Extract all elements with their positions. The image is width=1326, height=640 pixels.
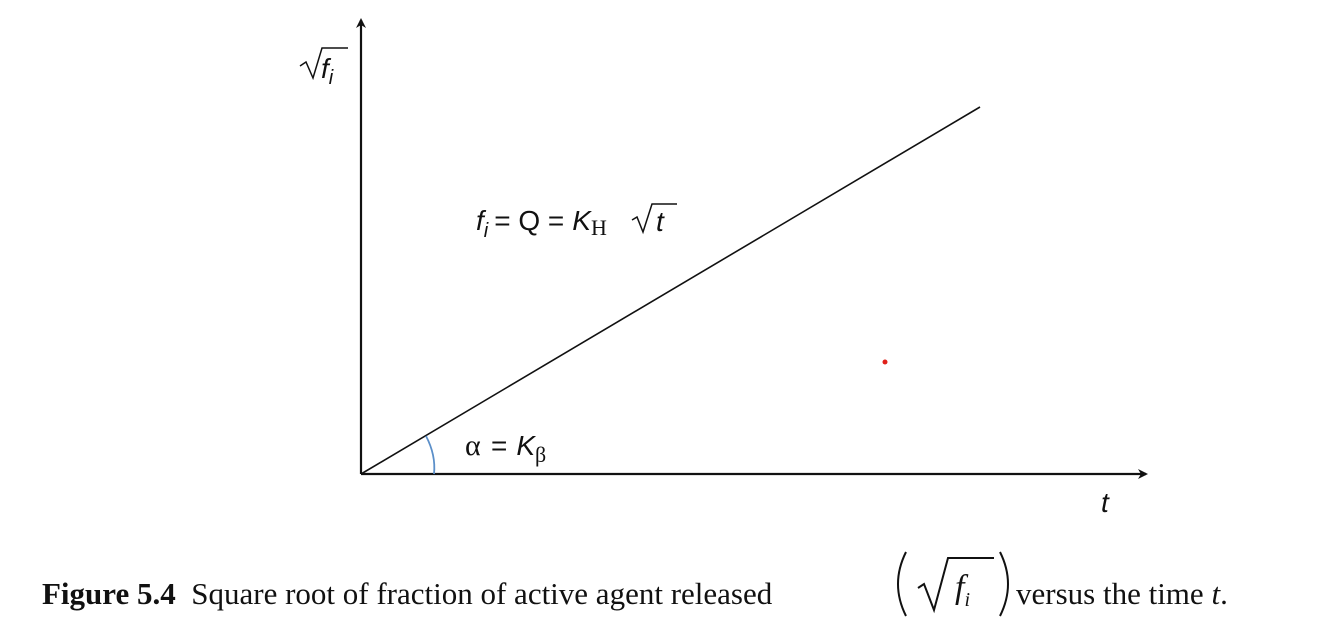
caption-text-after: versus the time: [1016, 576, 1204, 611]
svg-text:fi= Q =KH: fi = Q = KH: [476, 205, 607, 242]
sqrt-sign-icon: [299, 47, 348, 81]
y-label-symbol: f: [321, 53, 332, 84]
eq-f: f: [476, 205, 487, 236]
equation-annotation: fi = Q = KH t: [476, 203, 677, 242]
eq-k-sub: H: [591, 215, 607, 240]
caption-text-before: Square root of fraction of active agent …: [191, 576, 773, 611]
eq-k: K: [572, 205, 592, 236]
caption-period: .: [1220, 576, 1228, 611]
eq-equals-q: = Q =: [494, 205, 564, 236]
caption-text-after-var: t: [1211, 576, 1221, 611]
x-axis-label: t: [1101, 487, 1110, 518]
caption-figure-number: Figure 5.4: [42, 576, 176, 611]
y-axis-label: fi: [299, 47, 348, 89]
caption-right-paren: [999, 551, 1009, 617]
svg-text:=Kβ: = Kβ: [491, 430, 546, 467]
figure-caption: Figure 5.4 Square root of fraction of ac…: [42, 548, 1312, 620]
caption-sqrt-sign-icon: [917, 557, 994, 614]
eq-radicand: t: [656, 206, 665, 237]
eq-sqrt-sign-icon: [631, 203, 677, 235]
y-label-sub: i: [329, 67, 334, 89]
angle-eq: =: [491, 430, 507, 461]
angle-arc: [425, 435, 436, 475]
angle-k-sub: β: [535, 442, 546, 467]
eq-f-sub: i: [484, 220, 489, 242]
caption-math: fi: [897, 551, 1009, 617]
marker-dot: [882, 359, 888, 365]
svg-text:fi: fi: [321, 53, 334, 89]
svg-text:α: α: [465, 429, 481, 462]
svg-text:fi: fi: [955, 569, 970, 611]
angle-annotation: α = Kβ: [465, 429, 546, 467]
caption-left-paren: [897, 551, 907, 617]
release-line: [360, 106, 981, 475]
angle-alpha: α: [465, 429, 481, 462]
caption-math-sub: i: [964, 589, 970, 611]
angle-k: K: [516, 430, 536, 461]
